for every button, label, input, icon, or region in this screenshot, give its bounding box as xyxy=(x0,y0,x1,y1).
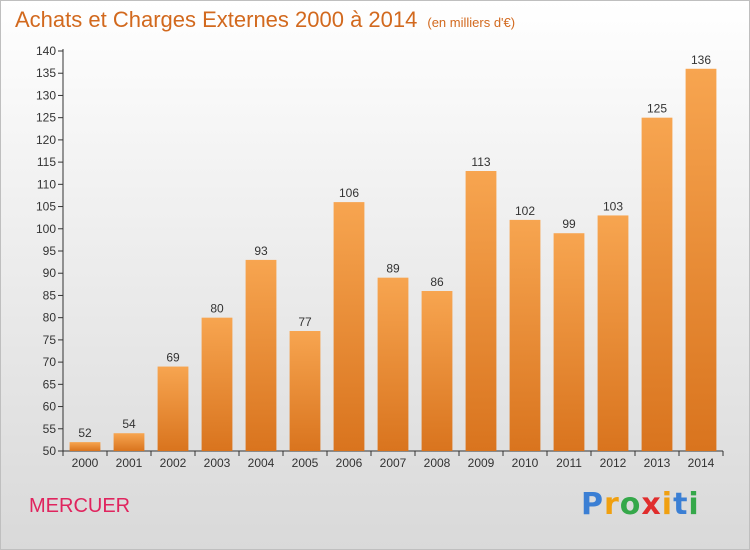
x-tick-label: 2006 xyxy=(336,456,363,470)
town-name: MERCUER xyxy=(29,495,131,517)
logo-letter: t xyxy=(673,487,689,522)
x-tick-label: 2003 xyxy=(204,456,231,470)
x-tick-label: 2007 xyxy=(380,456,407,470)
y-tick-label: 65 xyxy=(43,377,57,391)
y-tick-label: 85 xyxy=(43,288,57,302)
y-tick-label: 120 xyxy=(36,133,56,147)
chart-unit: (en milliers d'€) xyxy=(427,15,516,30)
x-tick-label: 2000 xyxy=(72,456,99,470)
proxiti-logo: Proxiti xyxy=(581,487,700,522)
bar xyxy=(553,233,585,451)
y-tick-label: 60 xyxy=(43,400,57,414)
bar-value-label: 125 xyxy=(647,102,667,116)
bar-value-label: 89 xyxy=(386,262,400,276)
x-tick-label: 2005 xyxy=(292,456,319,470)
bar xyxy=(69,442,101,451)
x-tick-label: 2002 xyxy=(160,456,187,470)
bar-value-label: 136 xyxy=(691,53,711,67)
bar-value-label: 99 xyxy=(562,217,576,231)
bar xyxy=(421,291,453,451)
bar xyxy=(377,277,409,451)
bar xyxy=(641,117,673,452)
bar xyxy=(113,433,145,451)
chart-title-text: Achats et Charges Externes 2000 à 2014 xyxy=(15,7,418,32)
chart-title: Achats et Charges Externes 2000 à 2014 (e… xyxy=(15,7,515,33)
y-tick-label: 140 xyxy=(36,44,56,58)
bar xyxy=(289,331,321,451)
bar-value-label: 86 xyxy=(430,275,444,289)
y-tick-label: 75 xyxy=(43,333,57,347)
y-tick-label: 95 xyxy=(43,244,57,258)
x-tick-label: 2008 xyxy=(424,456,451,470)
bar xyxy=(597,215,629,451)
y-tick-label: 50 xyxy=(43,444,57,458)
x-tick-label: 2004 xyxy=(248,456,275,470)
y-tick-label: 80 xyxy=(43,311,57,325)
x-tick-label: 2012 xyxy=(600,456,627,470)
logo-letter: P xyxy=(581,487,604,522)
logo-letter: i xyxy=(661,487,674,522)
y-tick-label: 55 xyxy=(43,422,57,436)
x-tick-label: 2014 xyxy=(688,456,715,470)
y-tick-label: 70 xyxy=(43,355,57,369)
x-tick-label: 2010 xyxy=(512,456,539,470)
logo-letter: r xyxy=(604,487,620,522)
bar-value-label: 52 xyxy=(78,426,92,440)
y-tick-label: 110 xyxy=(37,177,56,191)
bar-value-label: 69 xyxy=(166,351,180,365)
bar-value-label: 113 xyxy=(471,155,490,169)
bar xyxy=(245,259,277,451)
logo-letter: o xyxy=(619,487,642,522)
y-tick-label: 125 xyxy=(36,111,56,125)
bar-value-label: 103 xyxy=(603,199,623,213)
y-tick-label: 135 xyxy=(36,66,56,80)
x-tick-label: 2011 xyxy=(556,456,582,470)
bar-value-label: 102 xyxy=(515,204,535,218)
y-tick-label: 130 xyxy=(36,88,56,102)
bar-value-label: 106 xyxy=(339,186,359,200)
bar-value-label: 54 xyxy=(122,417,136,431)
x-tick-label: 2001 xyxy=(116,456,143,470)
bar xyxy=(685,68,717,452)
x-tick-label: 2009 xyxy=(468,456,495,470)
bar-value-label: 77 xyxy=(298,315,312,329)
bar xyxy=(333,202,365,451)
bar xyxy=(157,366,189,451)
y-tick-label: 105 xyxy=(36,200,56,214)
x-tick-label: 2013 xyxy=(644,456,671,470)
bar xyxy=(201,317,233,451)
bar xyxy=(509,219,541,451)
bar-value-label: 80 xyxy=(210,302,224,316)
logo-letter: i xyxy=(688,487,700,522)
y-tick-label: 90 xyxy=(43,266,57,280)
logo-letter: x xyxy=(641,487,662,522)
y-tick-label: 100 xyxy=(36,222,56,236)
bar-value-label: 93 xyxy=(254,244,268,258)
bar xyxy=(465,171,497,451)
y-tick-label: 115 xyxy=(37,155,56,169)
